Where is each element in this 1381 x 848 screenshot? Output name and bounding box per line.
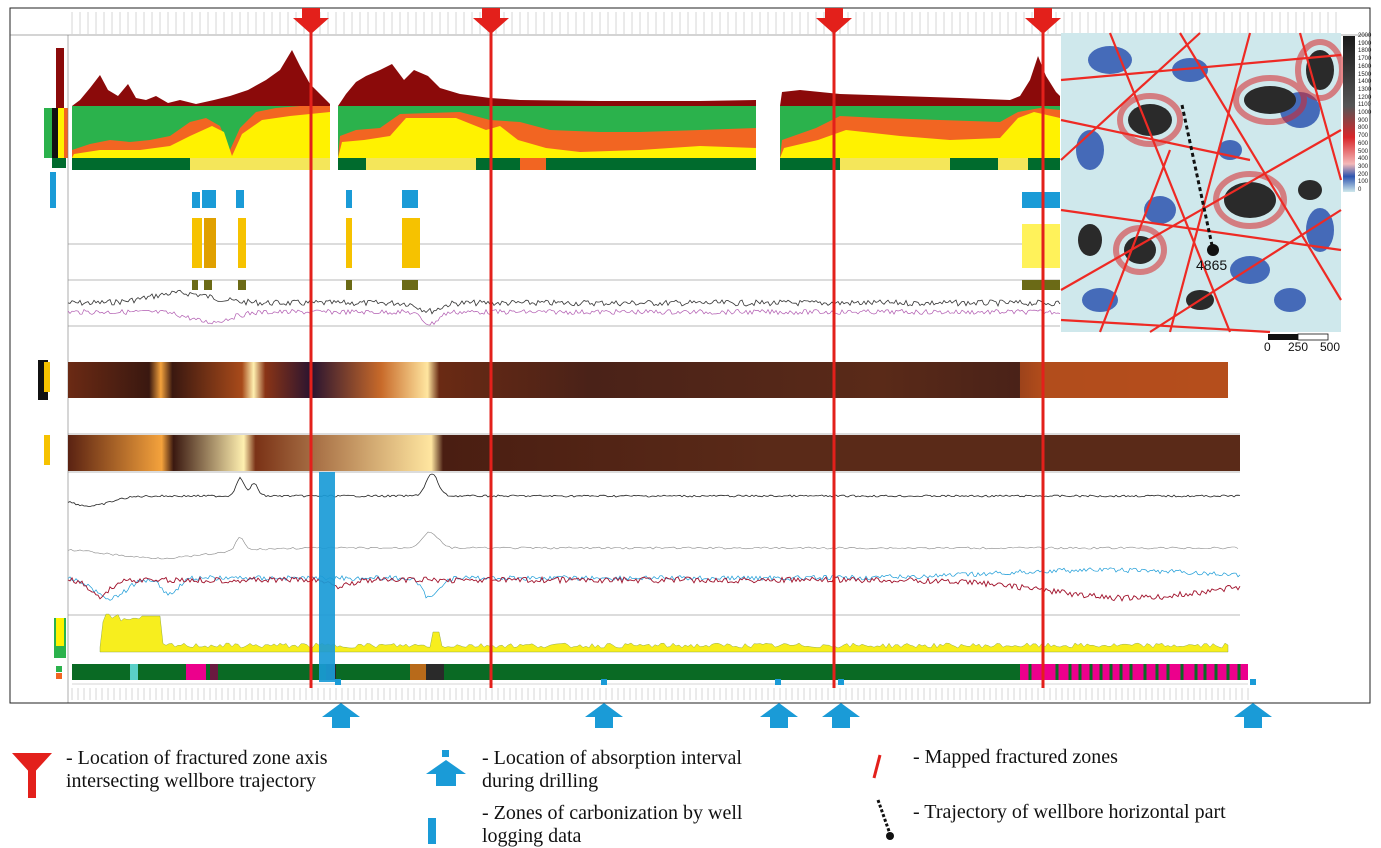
facies-strip [72, 664, 1248, 685]
legend-mapped-zones-text: - Mapped fractured zones [913, 746, 1118, 768]
absorption-arrow-1-icon [322, 703, 360, 728]
wellbore-end-point [1207, 244, 1219, 256]
absorption-arrow-4-icon [822, 703, 860, 728]
colorbar-tick-label: 1000 [1358, 110, 1372, 116]
colorbar-tick-label: 1500 [1358, 71, 1372, 78]
absorption-arrow-2-icon [585, 703, 623, 728]
colorbar-tick-label: 1900 [1358, 40, 1372, 47]
yellow-area-track [99, 613, 1229, 653]
log-curve-track-1 [67, 289, 1061, 327]
legend-absorption-text: - Location of absorption interval during… [482, 747, 742, 792]
colorbar-tick-label: 1200 [1358, 94, 1372, 101]
colorbar-tick-label: 900 [1358, 117, 1369, 124]
legend-blue-arrow-icon [426, 750, 466, 786]
fracture-axis-lines [309, 30, 1045, 688]
fracture-arrow-3-icon [816, 8, 852, 34]
fracture-arrow-2-icon [473, 8, 509, 34]
colorbar-tick-label: 2000 [1358, 33, 1372, 39]
legend-blue-bar-icon [428, 818, 436, 844]
track-label-column [38, 35, 69, 703]
sparse-log-track [68, 190, 1060, 290]
image-log-track-2 [68, 433, 1240, 471]
legend-red-arrow-icon [12, 753, 52, 798]
scale-label-500: 500 [1320, 340, 1341, 354]
colorbar-tick-label: 700 [1358, 133, 1369, 140]
image-log-track-1 [68, 362, 1228, 398]
colorbar-tick-label: 1300 [1358, 86, 1372, 93]
dark-red-area-track [72, 50, 1060, 106]
colorbar-tick-label: 300 [1358, 163, 1369, 170]
wellbore-trajectory-line [1180, 104, 1215, 251]
colorbar-tick-label: 800 [1358, 125, 1369, 132]
legend-trajectory-icon [876, 799, 894, 840]
absorption-arrow-3-icon [760, 703, 798, 728]
colorbar-tick-label: 1600 [1358, 63, 1372, 70]
depth-footer [71, 688, 1249, 700]
lithology-track [72, 106, 1060, 170]
fracture-map-inset [1060, 32, 1355, 341]
depth-header [71, 12, 1337, 34]
colorbar-tick-label: 600 [1358, 140, 1369, 147]
colorbar-tick-label: 200 [1358, 171, 1369, 178]
absorption-markers [335, 679, 1256, 685]
colorbar-tick-label: 1800 [1358, 48, 1372, 55]
colorbar-tick-label: 400 [1358, 156, 1369, 163]
legend-trajectory-text: - Trajectory of wellbore horizontal part [913, 801, 1226, 823]
colorbar-tick-label: 500 [1358, 148, 1369, 155]
colorbar-tick-label: 1100 [1358, 102, 1371, 109]
colorbar-tick-label: 1400 [1358, 79, 1372, 86]
well-label: 4865 [1196, 257, 1228, 273]
colorbar-tick-label: 1700 [1358, 56, 1372, 63]
carbonization-zone [319, 472, 335, 682]
legend-carbonization-text: - Zones of carbonization by well logging… [482, 802, 743, 847]
colorbar-tick-label: 0 [1358, 187, 1362, 193]
scale-label-250: 250 [1288, 340, 1309, 354]
legend-red-line-icon [872, 754, 882, 779]
log-curve-track-2 [67, 471, 1241, 616]
absorption-arrow-5-icon [1234, 703, 1272, 728]
colorbar-tick-label: 100 [1358, 179, 1369, 186]
legend-fracture-axis-text: - Location of fractured zone axis inters… [66, 747, 328, 792]
scale-label-0: 0 [1264, 340, 1271, 354]
fracture-arrow-1-icon [293, 8, 329, 34]
fracture-arrow-4-icon [1025, 8, 1061, 34]
